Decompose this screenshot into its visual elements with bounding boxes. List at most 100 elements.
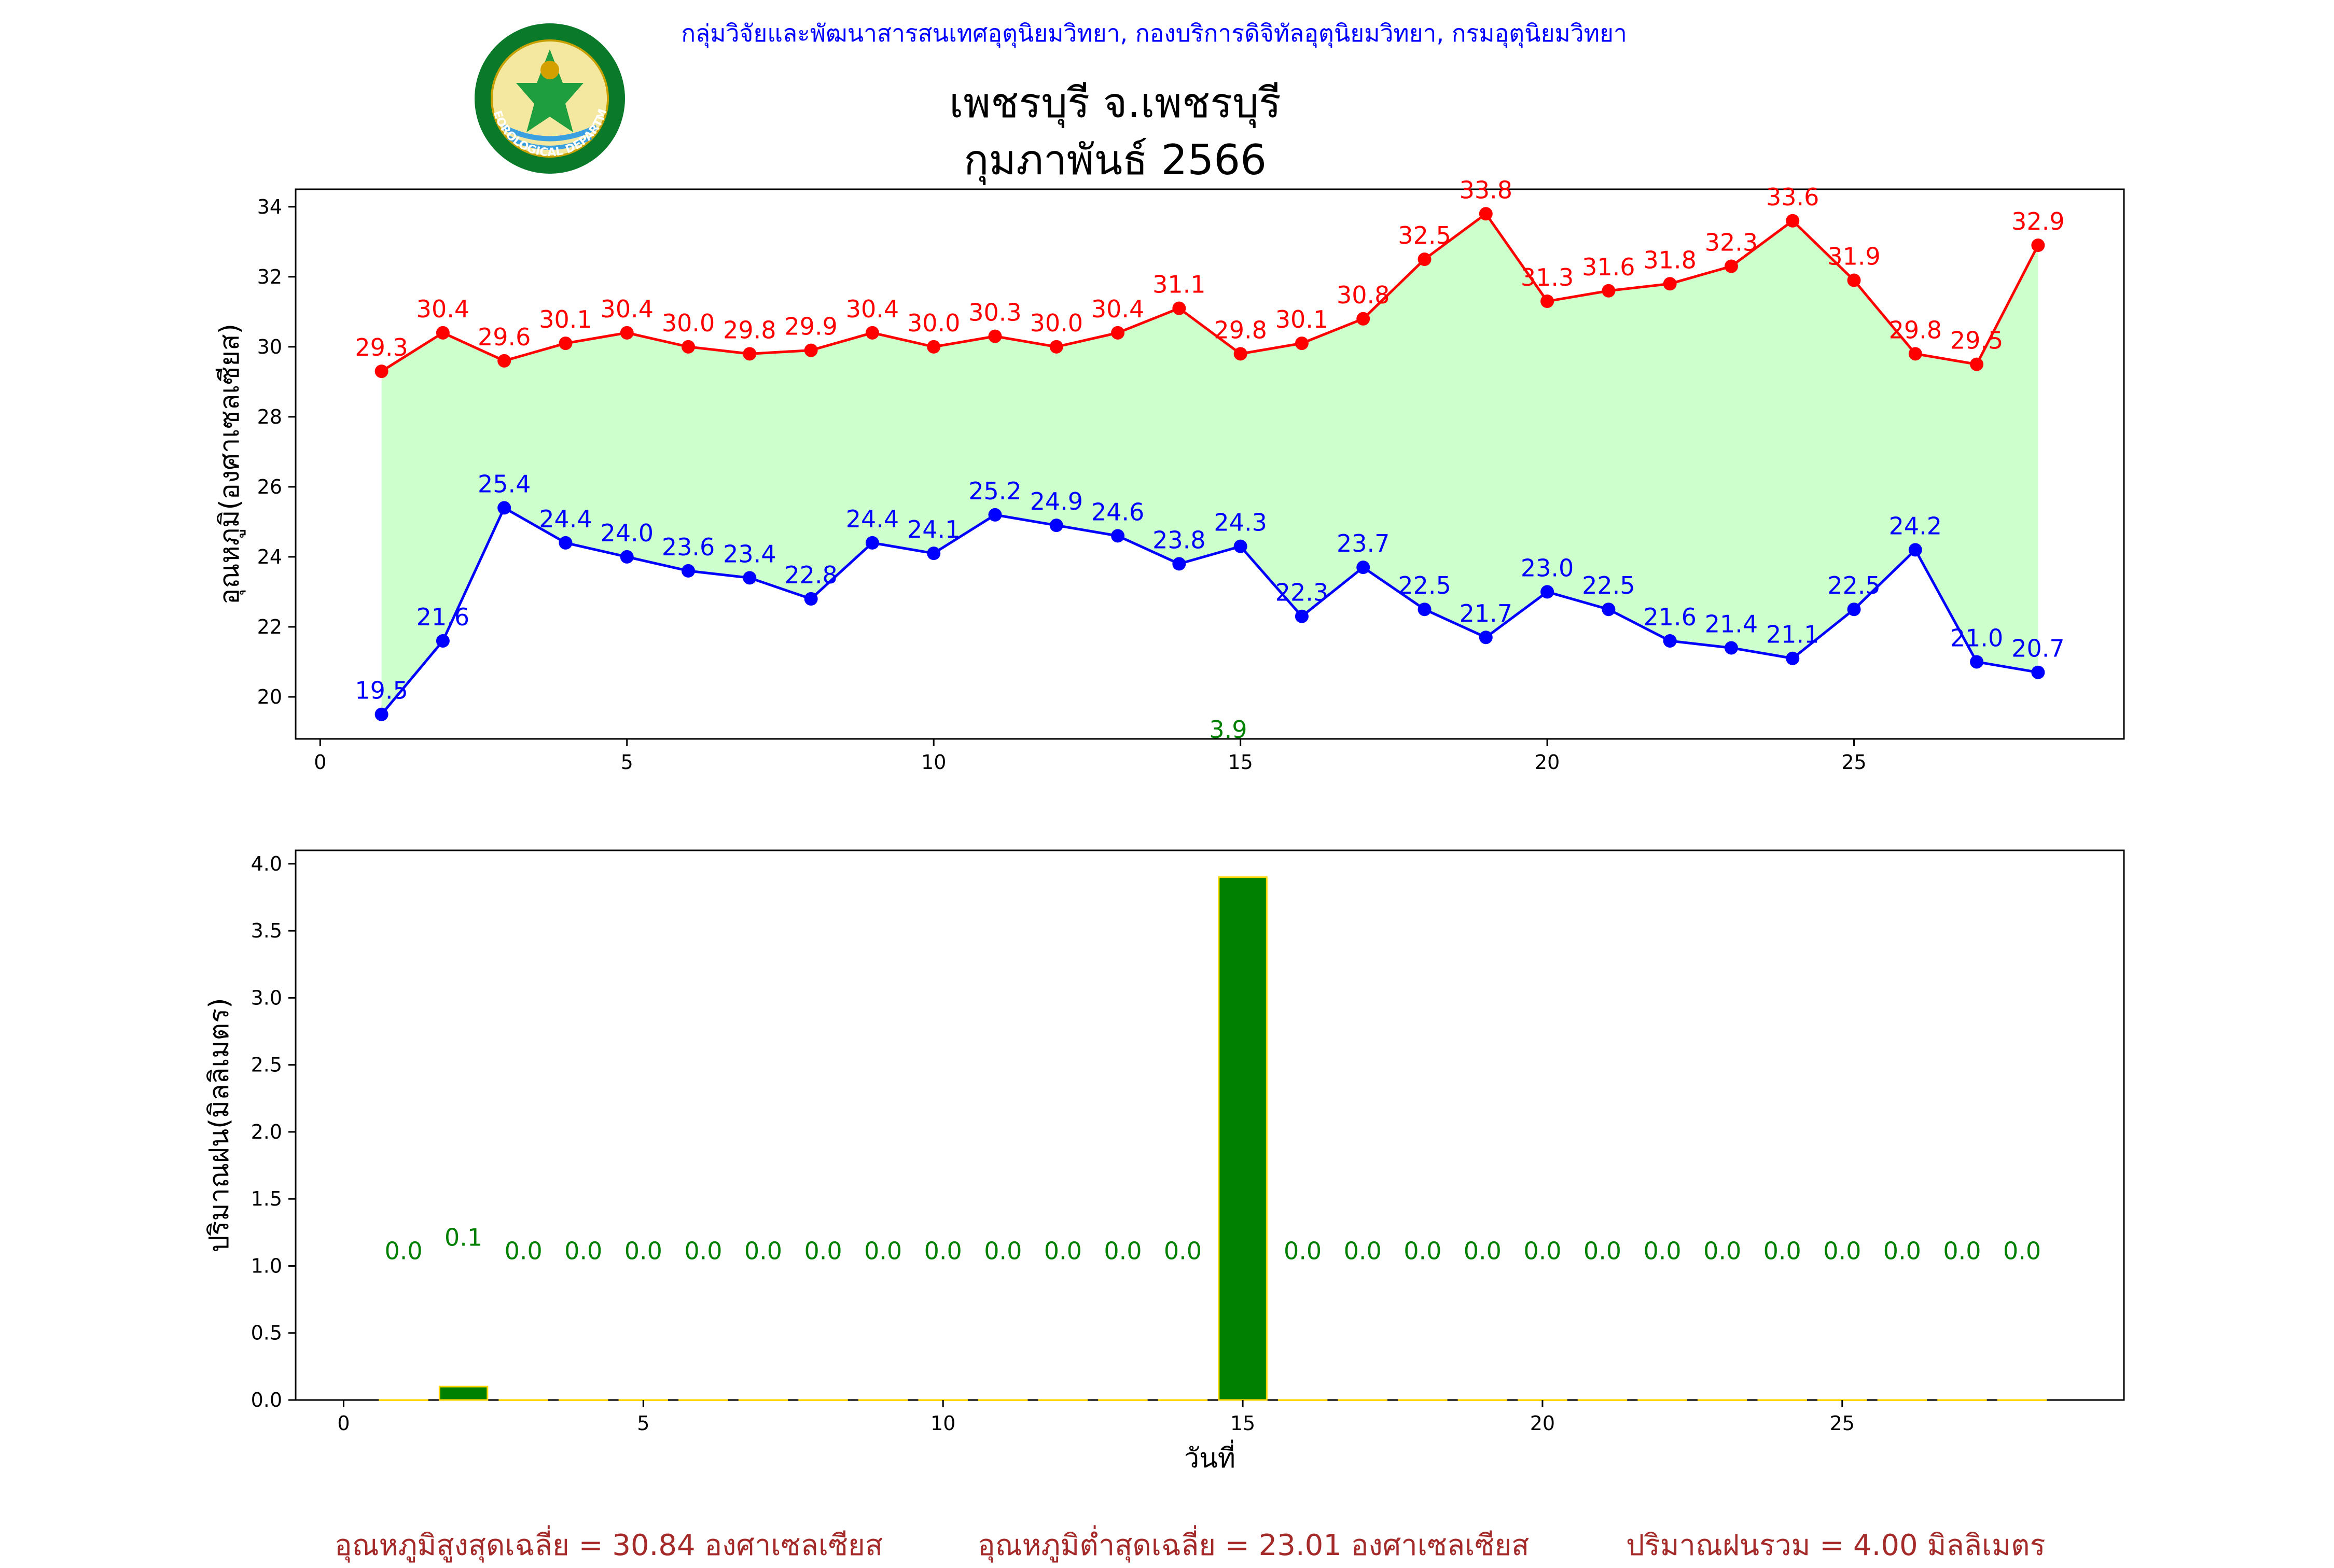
temperature-chart: 0 5 10 15 20 25 20 22 24 26 28 30 32 34 อุณหภูมิ(องศาเ… xyxy=(214,176,2125,774)
min-temperature-point xyxy=(1786,651,1800,665)
min-temperature-label: 25.4 xyxy=(478,470,531,498)
min-temperature-label: 21.1 xyxy=(1766,621,1819,649)
y-tick-label: 3.5 xyxy=(251,919,282,942)
rainfall-label: 0.0 xyxy=(624,1237,662,1265)
min-temperature-label: 24.3 xyxy=(1214,509,1267,537)
rainfall-label: 0.0 xyxy=(564,1237,602,1265)
min-temperature-label: 23.8 xyxy=(1152,526,1205,554)
rainfall-bar xyxy=(738,1399,788,1401)
rainfall-label: 0.0 xyxy=(1523,1237,1561,1265)
rainfall-label: 0.0 xyxy=(505,1237,543,1265)
rainfall-label: 0.0 xyxy=(864,1237,902,1265)
header-credit: กลุ่มวิจัยและพัฒนาสารสนเทศอุตุนิยมวิทยา,… xyxy=(681,19,1627,47)
min-temperature-point xyxy=(1356,561,1370,575)
min-temperature-label: 22.8 xyxy=(784,561,837,589)
min-temperature-label: 24.6 xyxy=(1091,498,1144,526)
min-temperature-label: 23.4 xyxy=(723,540,776,568)
min-temperature-label: 24.4 xyxy=(539,505,592,533)
max-temperature-point xyxy=(865,326,879,340)
max-temperature-label: 30.3 xyxy=(968,299,1021,327)
max-temperature-point xyxy=(374,365,388,379)
rainfall-bar xyxy=(1038,1399,1088,1401)
min-temperature-point xyxy=(1540,585,1554,599)
rainfall-label: 0.0 xyxy=(384,1237,422,1265)
min-temperature-label: 23.7 xyxy=(1337,529,1390,557)
rainfall-label: 0.0 xyxy=(804,1237,842,1265)
max-temperature-point xyxy=(1479,207,1493,221)
temperature-range-fill xyxy=(381,214,2038,715)
min-temperature-point xyxy=(1111,529,1125,543)
max-temperature-point xyxy=(1847,273,1861,287)
min-temperature-point xyxy=(1172,557,1186,571)
rainfall-bar xyxy=(559,1399,608,1401)
max-temperature-point xyxy=(1786,214,1800,228)
min-temperature-point xyxy=(497,501,511,515)
x-tick-label: 25 xyxy=(1830,1412,1855,1435)
max-temperature-point xyxy=(1540,295,1554,309)
y-tick-label: 4.0 xyxy=(251,852,282,875)
min-temperature-point xyxy=(1908,543,1922,557)
min-temperature-label: 22.3 xyxy=(1275,579,1328,607)
max-temperature-point xyxy=(743,347,757,361)
rainfall-chart: 0.0 0.1 0.0 0.0 0.0 0.0 0.0 0.0 0.0 0.0 0.0 0.0 0.0 0… xyxy=(204,849,2125,1474)
max-temperature-point xyxy=(436,326,450,340)
min-temperature-point xyxy=(1724,641,1738,655)
min-temperature-label: 20.7 xyxy=(2011,635,2064,663)
max-temperature-label: 30.0 xyxy=(1030,309,1083,337)
x-tick-label: 25 xyxy=(1841,751,1866,774)
min-temperature-label: 22.5 xyxy=(1827,571,1880,599)
min-temperature-point xyxy=(682,564,696,578)
x-tick-label: 5 xyxy=(621,751,633,774)
rainfall-bar xyxy=(1098,1399,1148,1401)
max-temperature-label: 29.8 xyxy=(1214,316,1267,344)
rainfall-label: 0.0 xyxy=(684,1237,722,1265)
max-temperature-label: 29.9 xyxy=(784,313,837,341)
rainfall-bar xyxy=(1877,1399,1927,1401)
max-temperature-label: 32.3 xyxy=(1705,229,1758,257)
rainfall-label: 0.0 xyxy=(2003,1237,2041,1265)
min-temperature-label: 21.6 xyxy=(416,603,469,631)
x-tick-label: 5 xyxy=(637,1412,649,1435)
max-temperature-label: 30.4 xyxy=(1091,295,1144,323)
max-temperature-point xyxy=(559,337,573,351)
min-temperature-label: 23.6 xyxy=(662,533,715,561)
station-title: เพชรบุรี จ.เพชรบุรี xyxy=(949,79,1281,127)
min-temperature-point xyxy=(1049,519,1063,533)
max-temperature-label: 30.4 xyxy=(846,295,899,323)
rainfall-bar xyxy=(1697,1399,1747,1401)
max-temperature-label: 31.6 xyxy=(1582,253,1635,281)
max-temperature-point xyxy=(620,326,634,340)
rainfall-label: 0.0 xyxy=(1883,1237,1921,1265)
rainfall-bar xyxy=(1457,1399,1508,1401)
rainfall-x-axis-label: วันที่ xyxy=(1184,1439,1235,1474)
rainfall-bar xyxy=(498,1399,548,1401)
x-tick-label: 0 xyxy=(337,1412,350,1435)
min-temperature-point xyxy=(2031,665,2045,679)
x-tick-label: 15 xyxy=(1230,1412,1255,1435)
min-temperature-label: 24.0 xyxy=(601,519,654,547)
min-temperature-label: 25.2 xyxy=(968,477,1021,505)
min-temperature-line xyxy=(380,506,2038,716)
x-tick-label: 0 xyxy=(314,751,326,774)
min-temperature-label: 22.5 xyxy=(1582,571,1635,599)
temperature-plot-frame xyxy=(295,188,2125,740)
max-temperature-label: 29.6 xyxy=(478,323,531,351)
max-temperature-label: 30.8 xyxy=(1337,281,1390,309)
max-temperature-label: 29.8 xyxy=(1889,316,1942,344)
max-temperature-label: 31.8 xyxy=(1643,246,1696,274)
min-temperature-point xyxy=(1663,634,1677,648)
max-temperature-point xyxy=(1602,284,1616,298)
rainfall-label: 0.0 xyxy=(1344,1237,1382,1265)
x-tick-label: 20 xyxy=(1530,1412,1555,1435)
y-tick-label: 28 xyxy=(257,405,282,428)
min-temperature-point xyxy=(927,547,941,561)
rainfall-bar xyxy=(1338,1399,1387,1401)
max-temperature-label: 30.0 xyxy=(662,309,715,337)
rainfall-label: 0.0 xyxy=(1583,1237,1621,1265)
rainfall-bar xyxy=(438,1385,489,1401)
max-temperature-point xyxy=(1049,340,1063,354)
rainfall-bar xyxy=(978,1399,1028,1401)
max-temperature-point xyxy=(1172,301,1186,315)
y-tick-label: 3.0 xyxy=(251,986,282,1009)
